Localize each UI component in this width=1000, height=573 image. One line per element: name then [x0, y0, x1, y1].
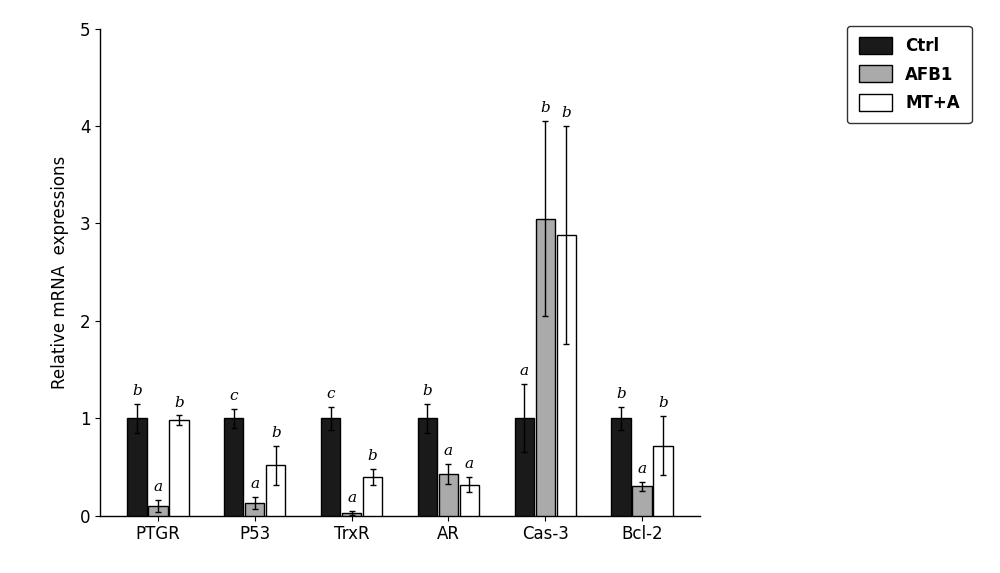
Bar	[611, 418, 631, 516]
Text: b: b	[561, 106, 571, 120]
Text: c: c	[326, 387, 335, 401]
Bar	[536, 218, 555, 516]
Bar	[169, 420, 189, 516]
Bar	[266, 465, 285, 516]
Text: b: b	[616, 387, 626, 401]
Text: a: a	[250, 477, 259, 491]
Bar	[460, 485, 479, 516]
Text: b: b	[540, 101, 550, 115]
Text: a: a	[520, 364, 529, 378]
Bar	[321, 418, 340, 516]
Text: c: c	[230, 388, 238, 403]
Bar	[515, 418, 534, 516]
Text: b: b	[174, 395, 184, 410]
Bar	[224, 418, 243, 516]
Text: a: a	[465, 457, 474, 471]
Bar	[245, 503, 264, 516]
Bar	[363, 477, 382, 516]
Y-axis label: Relative mRNA  expressions: Relative mRNA expressions	[51, 155, 69, 389]
Text: a: a	[347, 491, 356, 505]
Bar	[557, 235, 576, 516]
Bar	[127, 418, 147, 516]
Text: a: a	[638, 462, 647, 476]
Text: b: b	[658, 397, 668, 410]
Bar	[653, 446, 673, 516]
Text: b: b	[368, 449, 377, 463]
Text: b: b	[423, 384, 432, 398]
Text: b: b	[271, 426, 281, 439]
Bar	[418, 418, 437, 516]
Text: b: b	[132, 384, 142, 398]
Legend: Ctrl, AFB1, MT+A: Ctrl, AFB1, MT+A	[847, 26, 972, 123]
Bar	[342, 513, 361, 516]
Bar	[439, 474, 458, 516]
Bar	[148, 506, 168, 516]
Bar	[632, 486, 652, 516]
Text: a: a	[444, 444, 453, 458]
Text: a: a	[153, 480, 162, 494]
